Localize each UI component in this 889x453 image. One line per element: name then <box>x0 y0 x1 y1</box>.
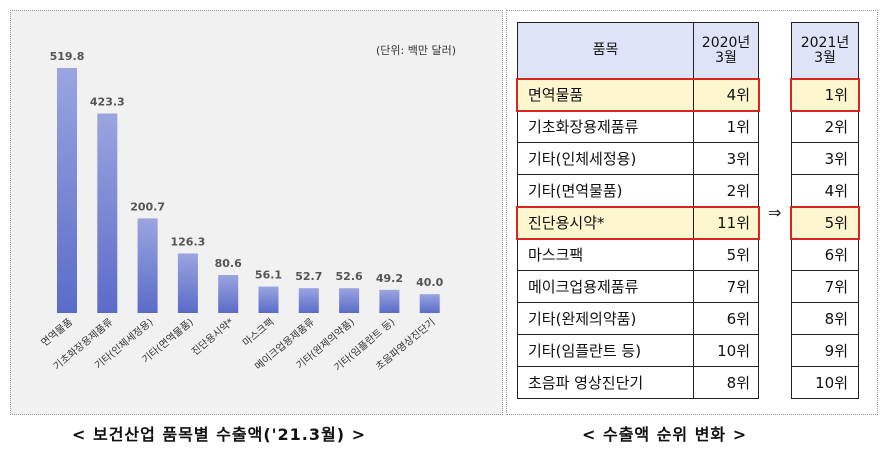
row-rank-2020: 11위 <box>693 206 759 239</box>
bar-6 <box>258 286 279 313</box>
bar-value-label: 80.6 <box>215 257 242 270</box>
bar-4 <box>177 253 198 313</box>
table-row: 3위 <box>791 142 859 175</box>
row-rank-2021: 4위 <box>791 174 859 207</box>
bar-value-label: 40.0 <box>416 276 443 289</box>
chart-caption: < 보건산업 품목별 수출액('21.3월) > <box>72 425 367 444</box>
bar-value-label: 52.6 <box>336 270 363 283</box>
bar-value-label: 56.1 <box>255 269 282 282</box>
bar-value-label: 200.7 <box>130 200 165 213</box>
header-2021-month: 3월 <box>814 49 836 66</box>
row-rank-2021: 7위 <box>791 270 859 303</box>
bar-value-label: 49.2 <box>376 272 403 285</box>
table-row: 기초화장용제품류 1위 <box>516 110 759 143</box>
row-rank-2020: 5위 <box>693 238 759 271</box>
row-item: 기초화장용제품류 <box>516 110 695 143</box>
row-item: 진단용시약* <box>516 206 695 239</box>
row-item: 초음파 영상진단기 <box>516 366 695 399</box>
header-2020: 2020년 3월 <box>693 22 759 79</box>
bar-10 <box>419 294 440 313</box>
header-2020-year: 2020년 <box>701 34 751 51</box>
table-row: 메이크업용제품류 7위 <box>516 270 759 303</box>
category-label: 면역물품 <box>39 316 75 349</box>
table-row: 면역물품 4위 <box>516 78 759 111</box>
row-rank-2020: 10위 <box>693 334 759 367</box>
row-rank-2021: 3위 <box>791 142 859 175</box>
row-item: 기타(인체세정용) <box>516 142 695 175</box>
table-row: 8위 <box>791 302 859 335</box>
row-rank-2020: 4위 <box>693 78 759 111</box>
row-item: 기타(완제의약품) <box>516 302 695 335</box>
table-row: 초음파 영상진단기 8위 <box>516 366 759 399</box>
table-row: 기타(완제의약품) 6위 <box>516 302 759 335</box>
bar-7 <box>298 288 319 313</box>
header-item: 품목 <box>516 22 695 79</box>
bar-8 <box>339 288 360 313</box>
bar-3 <box>137 218 158 313</box>
row-rank-2021: 1위 <box>791 78 859 111</box>
row-rank-2020: 7위 <box>693 270 759 303</box>
ranking-table-2020: 품목 2020년 3월 면역물품 4위 기초화장용제품류 1위 기타(인체세정용) 3위 기… <box>516 22 759 399</box>
chart-panel <box>10 10 503 415</box>
row-item: 메이크업용제품류 <box>516 270 695 303</box>
table-row: 기타(인체세정용) 3위 <box>516 142 759 175</box>
row-rank-2021: 8위 <box>791 302 859 335</box>
bar-5 <box>218 275 239 313</box>
header-2021: 2021년 3월 <box>791 22 859 79</box>
row-rank-2020: 1위 <box>693 110 759 143</box>
row-item: 기타(면역물품) <box>516 174 695 207</box>
ranking-caption: < 수출액 순위 변화 > <box>582 425 748 444</box>
table-row: 기타(임플란트 등) 10위 <box>516 334 759 367</box>
arrow-icon: ⇒ <box>768 203 782 222</box>
table-row: 1위 <box>791 78 859 111</box>
bar-1 <box>57 68 77 313</box>
bar-value-label: 423.3 <box>90 95 125 108</box>
bar-value-label: 519.8 <box>50 50 85 63</box>
table-row: 4위 <box>791 174 859 207</box>
category-label: 마스크팩 <box>241 316 277 349</box>
header-2021-year: 2021년 <box>800 34 850 51</box>
row-item: 기타(임플란트 등) <box>516 334 695 367</box>
table-row: 기타(면역물품) 2위 <box>516 174 759 207</box>
table-row: 6위 <box>791 238 859 271</box>
row-rank-2020: 8위 <box>693 366 759 399</box>
table-row: 진단용시약* 11위 <box>516 206 759 239</box>
row-rank-2021: 2위 <box>791 110 859 143</box>
row-rank-2021: 9위 <box>791 334 859 367</box>
row-rank-2021: 6위 <box>791 238 859 271</box>
bar-chart: 519.8면역물품423.3기초화장용제품류200.7기타(인체세정용)126.… <box>39 50 444 374</box>
row-rank-2021: 10위 <box>791 366 859 399</box>
ranking-table-2021: 2021년 3월 1위 2위 3위 4위 5위 6위 7위 8위 9위 10위 <box>791 22 859 399</box>
bar-9 <box>379 289 400 313</box>
row-rank-2021: 5위 <box>791 206 859 239</box>
unit-label: (단위: 백만 달러) <box>376 44 457 57</box>
category-label: 진단용시약* <box>189 316 236 358</box>
bar-value-label: 126.3 <box>171 235 206 248</box>
row-item: 마스크팩 <box>516 238 695 271</box>
bar-2 <box>97 113 118 313</box>
table-row: 7위 <box>791 270 859 303</box>
table-row: 2위 <box>791 110 859 143</box>
table-row: 10위 <box>791 366 859 399</box>
row-rank-2020: 3위 <box>693 142 759 175</box>
table-row: 마스크팩 5위 <box>516 238 759 271</box>
table-row: 9위 <box>791 334 859 367</box>
row-rank-2020: 6위 <box>693 302 759 335</box>
table-row: 5위 <box>791 206 859 239</box>
header-2020-month: 3월 <box>715 49 737 66</box>
bar-value-label: 52.7 <box>295 270 322 283</box>
row-rank-2020: 2위 <box>693 174 759 207</box>
row-item: 면역물품 <box>516 78 695 111</box>
